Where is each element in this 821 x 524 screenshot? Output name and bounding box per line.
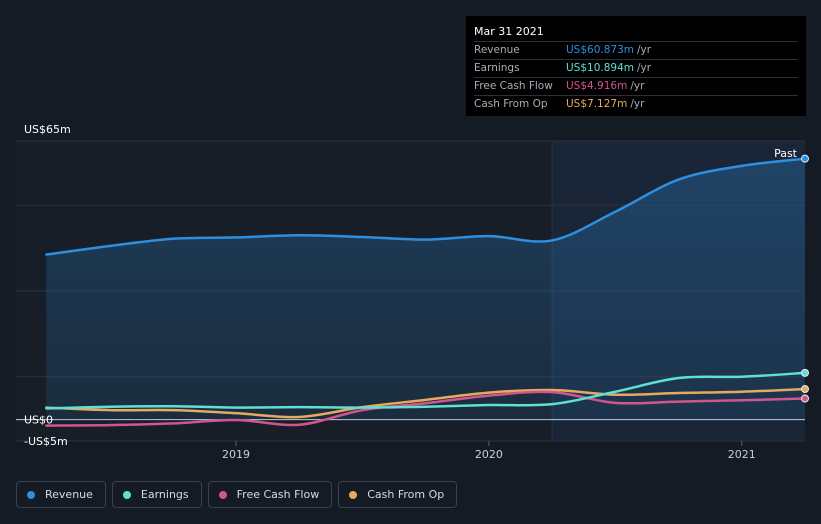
revenue-line xyxy=(45,157,807,256)
tooltip-date: Mar 31 2021 xyxy=(474,25,544,38)
legend-item-revenue[interactable]: Revenue xyxy=(16,481,106,508)
legend-label: Revenue xyxy=(45,488,93,501)
cash-from-op-end-marker xyxy=(801,385,809,394)
y-axis-label: US$0 xyxy=(24,414,53,427)
tooltip-value: US$10.894m xyxy=(566,62,634,74)
legend-label: Free Cash Flow xyxy=(236,488,320,501)
x-tick-label: 2020 xyxy=(475,448,503,461)
chart-legend: Revenue Earnings Free Cash Flow Cash Fro… xyxy=(16,481,458,508)
legend-dot-icon xyxy=(122,490,131,499)
tooltip-value: US$4.916m xyxy=(566,80,628,92)
legend-label: Cash From Op xyxy=(367,488,445,501)
x-tick-label: 2019 xyxy=(222,448,250,461)
tooltip-value: US$7.127m xyxy=(566,98,628,110)
legend-item-cash-from-op[interactable]: Cash From Op xyxy=(338,481,458,508)
legend-label: Earnings xyxy=(140,488,189,501)
data-tooltip: Mar 31 2021 Revenue US$60.873m /yr Earni… xyxy=(466,16,806,116)
y-axis-top-label: US$65m xyxy=(24,123,71,136)
free-cash-flow-end-marker xyxy=(801,394,809,403)
tooltip-unit: /yr xyxy=(630,98,645,110)
y-axis-label: -US$5m xyxy=(24,435,68,448)
tooltip-value: US$60.873m xyxy=(566,44,634,56)
x-tick-label: 2021 xyxy=(728,448,756,461)
legend-dot-icon xyxy=(349,490,358,499)
tooltip-row-free-cash-flow: Free Cash Flow US$4.916m /yr xyxy=(474,77,798,95)
tooltip-label: Cash From Op xyxy=(474,98,548,110)
legend-item-earnings[interactable]: Earnings xyxy=(111,481,202,508)
tooltip-unit: /yr xyxy=(630,80,645,92)
free-cash-flow-line xyxy=(45,390,807,427)
tooltip-label: Free Cash Flow xyxy=(474,80,553,92)
tooltip-row-revenue: Revenue US$60.873m /yr xyxy=(474,41,798,59)
past-label: Past xyxy=(774,147,798,160)
legend-dot-icon xyxy=(27,490,35,499)
tooltip-unit: /yr xyxy=(637,62,652,74)
revenue-end-marker xyxy=(801,154,809,163)
legend-dot-icon xyxy=(218,490,227,499)
tooltip-label: Earnings xyxy=(474,62,520,74)
revenue-area xyxy=(46,158,806,420)
tooltip-unit: /yr xyxy=(637,44,652,56)
tooltip-row-earnings: Earnings US$10.894m /yr xyxy=(474,59,798,77)
cash-from-op-line xyxy=(45,387,807,419)
tooltip-label: Revenue xyxy=(474,44,520,56)
earnings-line xyxy=(45,371,807,410)
legend-item-free-cash-flow[interactable]: Free Cash Flow xyxy=(207,481,333,508)
earnings-end-marker xyxy=(801,368,809,377)
tooltip-row-cash-from-op: Cash From Op US$7.127m /yr xyxy=(474,95,798,113)
